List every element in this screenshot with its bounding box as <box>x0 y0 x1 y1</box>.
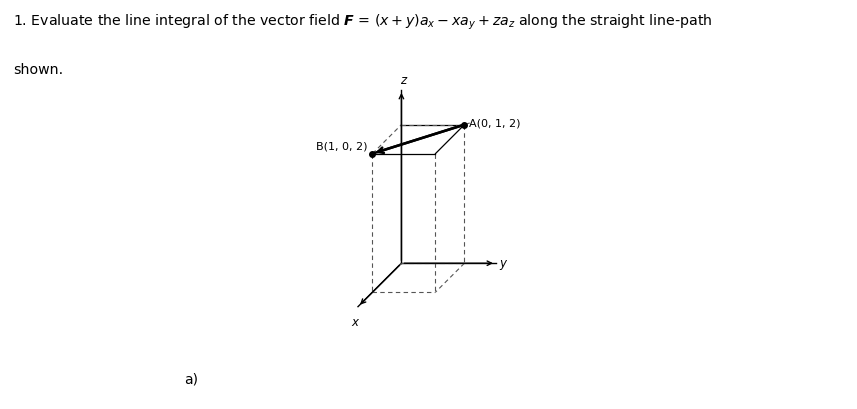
Text: z: z <box>400 74 406 87</box>
Text: shown.: shown. <box>13 63 63 77</box>
Text: y: y <box>499 257 506 270</box>
Text: x: x <box>351 316 358 329</box>
Text: B(1, 0, 2): B(1, 0, 2) <box>316 141 368 151</box>
Text: a): a) <box>184 372 198 386</box>
Text: A(0, 1, 2): A(0, 1, 2) <box>469 118 521 128</box>
Text: 1. Evaluate the line integral of the vector field $\boldsymbol{F}$ = $(x + y)a_x: 1. Evaluate the line integral of the vec… <box>13 12 712 31</box>
